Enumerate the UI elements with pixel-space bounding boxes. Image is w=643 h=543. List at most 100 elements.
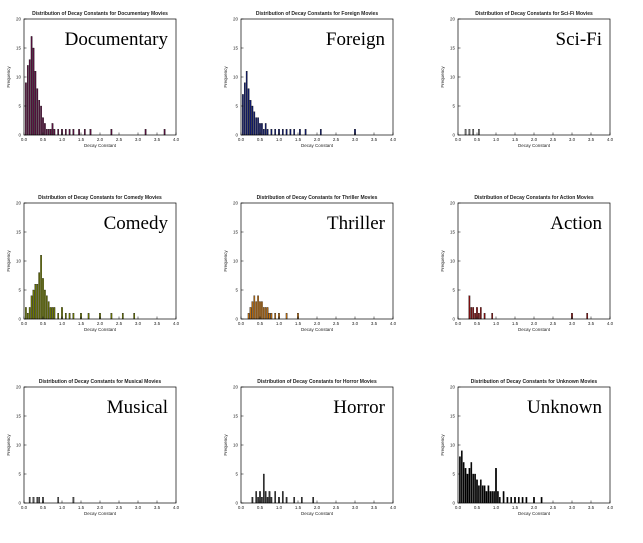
x-tick-label: 2.5: [116, 505, 123, 510]
histogram-bar: [247, 88, 250, 136]
histogram-bar: [144, 129, 147, 136]
histogram-bar: [498, 497, 501, 504]
histogram-bar: [251, 301, 254, 320]
histogram-bar: [483, 485, 486, 504]
histogram-panel-documentary: Distribution of Decay Constants for Docu…: [2, 5, 216, 175]
x-tick-label: 0.5: [474, 505, 481, 510]
histogram-bar: [38, 272, 41, 320]
x-tick-label: 0.5: [474, 321, 481, 326]
histogram-bar: [68, 129, 71, 136]
x-tick-label: 0.0: [238, 505, 245, 510]
histogram-bar: [479, 479, 482, 504]
histogram-bar: [270, 313, 273, 320]
histogram-bar: [253, 295, 256, 320]
y-tick-label: 20: [16, 385, 22, 390]
histogram-bar: [30, 295, 33, 320]
genre-label: Thriller: [327, 213, 386, 234]
histogram-bar: [72, 497, 75, 504]
y-tick-label: 15: [16, 230, 22, 235]
histogram-bar: [110, 129, 113, 136]
histogram-bar: [462, 462, 465, 504]
y-tick-label: 5: [18, 104, 21, 109]
genre-label: Horror: [333, 397, 385, 418]
histogram-panel-horror: Distribution of Decay Constants for Horr…: [219, 373, 433, 543]
histogram-bar: [285, 129, 288, 136]
x-tick-label: 2.0: [531, 505, 538, 510]
x-tick-label: 4.0: [173, 137, 180, 142]
x-tick-label: 0.0: [21, 137, 28, 142]
y-axis-label: Frequency: [6, 434, 11, 456]
histogram-bar: [72, 129, 75, 136]
x-axis-label: Decay Constant: [301, 143, 334, 148]
chart-title: Distribution of Decay Constants for Sci-…: [475, 11, 593, 17]
genre-label: Unknown: [527, 397, 602, 418]
chart-title: Distribution of Decay Constants for Unkn…: [471, 379, 598, 385]
x-tick-label: 1.0: [276, 321, 283, 326]
y-tick-label: 5: [235, 104, 238, 109]
y-axis-label: Frequency: [6, 66, 11, 88]
y-axis-label: Frequency: [223, 434, 228, 456]
y-tick-label: 0: [18, 501, 21, 506]
histogram-bar: [470, 307, 473, 320]
histogram-bar: [293, 497, 296, 504]
y-axis-label: Frequency: [223, 250, 228, 272]
histogram-bar: [255, 117, 258, 136]
histogram-bar: [495, 468, 497, 504]
x-tick-label: 3.0: [569, 137, 576, 142]
histogram-bar: [274, 313, 277, 320]
genre-label: Sci-Fi: [556, 29, 602, 50]
x-tick-label: 0.0: [455, 505, 462, 510]
chart-title: Distribution of Decay Constants for Come…: [38, 195, 162, 201]
y-tick-label: 0: [235, 501, 238, 506]
histogram-bar: [32, 497, 35, 504]
histogram-bar: [26, 65, 29, 136]
histogram-bar: [460, 450, 463, 504]
x-tick-label: 2.5: [116, 137, 123, 142]
histogram-bar: [57, 497, 60, 504]
histogram-bar: [270, 497, 273, 504]
y-tick-label: 15: [450, 46, 456, 51]
x-axis-label: Decay Constant: [84, 143, 117, 148]
x-tick-label: 3.0: [569, 321, 576, 326]
histogram-bar: [293, 129, 296, 136]
histogram-bar: [304, 129, 307, 136]
y-tick-label: 15: [233, 46, 239, 51]
histogram-bar: [42, 278, 44, 320]
histogram-bar: [464, 129, 467, 136]
histogram-bar: [481, 485, 484, 504]
y-tick-label: 20: [233, 385, 239, 390]
histogram-bar: [266, 497, 269, 504]
y-tick-label: 15: [450, 414, 456, 419]
x-axis-label: Decay Constant: [301, 327, 334, 332]
x-tick-label: 2.0: [314, 505, 321, 510]
x-tick-label: 1.0: [59, 321, 66, 326]
y-tick-label: 10: [16, 259, 22, 264]
histogram-bar: [28, 497, 31, 504]
histogram-bar: [468, 129, 471, 136]
histogram-bar: [257, 117, 259, 136]
histogram-bar: [45, 129, 48, 136]
y-tick-label: 0: [452, 133, 455, 138]
histogram-bar: [245, 71, 248, 136]
x-tick-label: 1.0: [493, 137, 500, 142]
y-tick-label: 10: [450, 75, 456, 80]
histogram-bar: [268, 491, 271, 504]
x-axis-label: Decay Constant: [518, 327, 551, 332]
y-axis-label: Frequency: [6, 250, 11, 272]
x-tick-label: 0.0: [21, 505, 28, 510]
y-tick-label: 20: [450, 385, 456, 390]
histogram-bar: [540, 497, 543, 504]
histogram-bar: [262, 473, 265, 504]
x-tick-label: 2.0: [531, 321, 538, 326]
x-tick-label: 3.5: [371, 505, 378, 510]
histogram-bar: [45, 295, 48, 320]
histogram-bar: [281, 129, 284, 136]
y-tick-label: 10: [16, 443, 22, 448]
histogram-svg: Distribution of Decay Constants for Musi…: [6, 379, 180, 516]
histogram-bar: [259, 301, 261, 320]
histogram-bar: [487, 485, 490, 504]
x-tick-label: 2.0: [97, 137, 104, 142]
histogram-bar: [261, 123, 263, 136]
y-tick-label: 20: [16, 201, 22, 206]
x-tick-label: 3.0: [135, 137, 142, 142]
